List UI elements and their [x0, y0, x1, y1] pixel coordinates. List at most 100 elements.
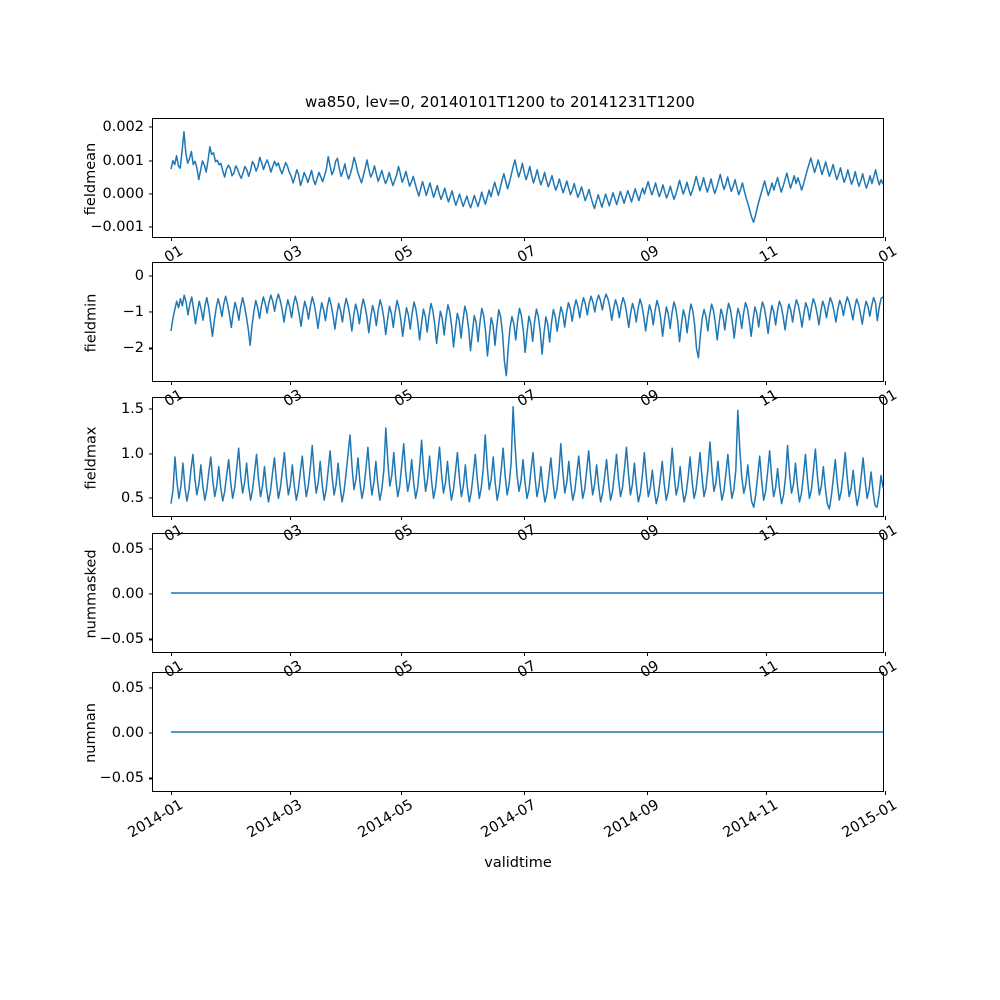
y-tick-mark	[149, 497, 153, 499]
x-tick-mark	[290, 381, 292, 385]
y-tick-label: 0.002	[102, 119, 144, 136]
x-tick-mark	[290, 237, 292, 241]
y-tick-label: 1.0	[120, 445, 144, 462]
x-tick-mark	[885, 237, 887, 241]
x-tick-mark	[171, 652, 173, 656]
y-tick-mark	[149, 226, 153, 228]
plot-line-fieldmax	[153, 398, 883, 516]
y-tick-mark	[149, 275, 153, 277]
y-tick-label: −2	[122, 340, 144, 357]
y-tick-label: −0.05	[99, 770, 144, 787]
x-tick-mark	[647, 516, 649, 520]
x-tick-mark	[401, 791, 403, 795]
x-tick-label: 2014-05	[355, 797, 417, 842]
y-tick-label: −1	[122, 304, 144, 321]
y-axis-label: fieldmean	[83, 142, 100, 216]
x-tick-mark	[290, 516, 292, 520]
x-tick-mark	[524, 381, 526, 385]
x-tick-mark	[171, 516, 173, 520]
y-tick-mark	[149, 160, 153, 162]
x-tick-mark	[171, 791, 173, 795]
x-tick-mark	[401, 381, 403, 385]
axes-fieldmin: 0 −1 −2 fieldmin 01 03 05 07 09 11 01	[83, 262, 900, 410]
plot-line-fieldmin	[153, 263, 883, 381]
y-tick-mark	[149, 311, 153, 313]
y-axis-label: numnan	[82, 703, 99, 763]
y-tick-mark	[149, 126, 153, 128]
figure-title: wa850, lev=0, 20140101T1200 to 20141231T…	[305, 93, 695, 111]
x-tick-mark	[401, 237, 403, 241]
plot-line-nummasked	[153, 534, 883, 652]
x-tick-mark	[401, 516, 403, 520]
y-tick-label: 0.5	[120, 490, 144, 507]
x-tick-mark	[290, 791, 292, 795]
panel-fieldmean: 0.002 0.001 0.000 −0.001 fieldmean 01 03 05 07 09…	[83, 118, 900, 266]
y-tick-label: 0.00	[111, 725, 144, 741]
y-tick-mark	[149, 777, 153, 779]
axes-nummasked: 0.05 0.00 −0.05 nummasked 01 03 05 07 09 11 01	[83, 533, 900, 681]
x-tick-mark	[647, 381, 649, 385]
y-tick-label: 0.05	[111, 540, 144, 557]
x-tick-mark	[885, 516, 887, 520]
x-tick-mark	[647, 791, 649, 795]
x-tick-mark	[290, 652, 292, 656]
data-line	[171, 294, 883, 376]
x-tick-mark	[766, 652, 768, 656]
y-tick-label: 0.001	[102, 152, 144, 169]
axes-fieldmean: 0.002 0.001 0.000 −0.001 fieldmean 01 03 05 07 09…	[83, 118, 900, 266]
x-tick-label: 2015-01	[839, 797, 900, 842]
plot-line-numnan	[153, 673, 883, 791]
y-tick-label: −0.001	[90, 219, 144, 236]
panel-fieldmin: 0 −1 −2 fieldmin 01 03 05 07 09 11 01	[83, 262, 900, 410]
x-axis-label: validtime	[484, 855, 552, 871]
plot-line-fieldmean	[153, 119, 883, 237]
y-tick-mark	[149, 686, 153, 689]
y-tick-label: 0	[134, 267, 144, 284]
y-tick-mark	[149, 408, 153, 410]
y-axis-label: fieldmax	[82, 426, 99, 490]
x-tick-mark	[524, 237, 526, 241]
y-tick-mark	[149, 593, 153, 595]
x-tick-mark	[885, 791, 887, 795]
x-tick-mark	[766, 516, 768, 520]
panel-nummasked: 0.05 0.00 −0.05 nummasked 01 03 05 07 09 11 01	[83, 533, 900, 681]
y-tick-label: 0.000	[102, 186, 144, 202]
x-tick-mark	[171, 381, 173, 385]
x-tick-mark	[171, 237, 173, 241]
x-tick-label: 2014-07	[478, 797, 540, 842]
y-tick-mark	[149, 732, 153, 734]
x-tick-label: 2014-11	[720, 797, 782, 842]
x-tick-mark	[647, 237, 649, 241]
x-tick-mark	[766, 381, 768, 385]
y-tick-label: 0.00	[111, 586, 144, 602]
axes-fieldmax: 1.5 1.0 0.5 fieldmax 01 03 05 07 09 11 01	[83, 397, 900, 545]
data-line	[171, 407, 883, 509]
y-axis-label: nummasked	[83, 549, 100, 639]
y-tick-mark	[149, 638, 153, 640]
x-tick-label: 2014-03	[244, 797, 306, 842]
y-tick-mark	[149, 452, 153, 455]
x-tick-label: 2014-01	[125, 797, 187, 842]
y-tick-mark	[149, 193, 153, 195]
panel-fieldmax: 1.5 1.0 0.5 fieldmax 01 03 05 07 09 11 01	[83, 397, 900, 545]
y-tick-mark	[149, 347, 153, 349]
x-tick-mark	[524, 516, 526, 520]
x-tick-mark	[401, 652, 403, 656]
x-tick-mark	[647, 652, 649, 656]
x-tick-mark	[524, 791, 526, 795]
x-tick-mark	[885, 381, 887, 385]
panel-numnan: 0.05 0.00 −0.05 numnan 2014-01 2014-03 2014-05…	[83, 672, 900, 841]
y-tick-mark	[149, 547, 153, 550]
x-tick-label: 2014-09	[601, 797, 663, 842]
x-tick-mark	[524, 652, 526, 656]
y-tick-label: −0.05	[99, 631, 144, 648]
x-tick-mark	[766, 237, 768, 241]
y-tick-label: 0.05	[111, 679, 144, 696]
data-line	[171, 132, 883, 222]
axes-numnan: 0.05 0.00 −0.05 numnan 2014-01 2014-03 2014-05…	[83, 672, 900, 841]
y-axis-label: fieldmin	[82, 293, 99, 353]
x-tick-mark	[885, 652, 887, 656]
x-tick-mark	[766, 791, 768, 795]
y-tick-label: 1.5	[120, 400, 144, 417]
